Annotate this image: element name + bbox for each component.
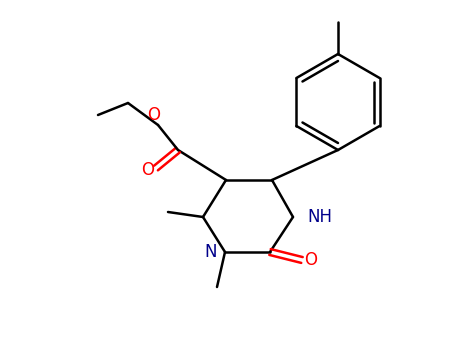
Text: O: O bbox=[147, 106, 161, 124]
Text: O: O bbox=[304, 251, 318, 269]
Text: NH: NH bbox=[307, 208, 332, 226]
Text: O: O bbox=[142, 161, 155, 179]
Text: N: N bbox=[204, 243, 217, 261]
